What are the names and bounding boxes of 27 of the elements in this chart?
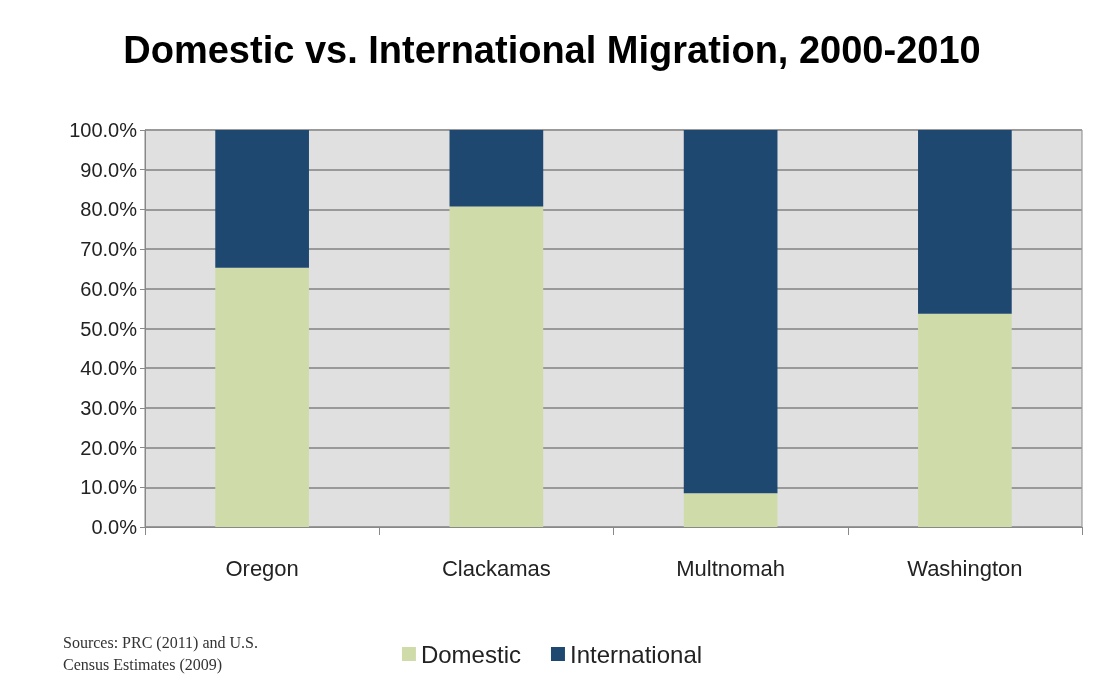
x-tick-label: Washington — [907, 555, 1023, 581]
x-tick-label: Multnomah — [676, 555, 786, 581]
y-tick-label: 80.0% — [80, 198, 138, 221]
chart-title: Domestic vs. International Migration, 2000-2010 — [123, 29, 981, 71]
y-tick-label: 20.0% — [80, 436, 138, 459]
y-tick-label: 70.0% — [80, 238, 138, 261]
bar — [918, 130, 1012, 314]
legend-label: Domestic — [420, 640, 521, 668]
bar — [215, 130, 309, 268]
bar — [918, 313, 1012, 527]
y-tick-label: 10.0% — [80, 476, 138, 499]
bar — [215, 267, 309, 527]
bar — [449, 130, 544, 207]
y-tick-label: 50.0% — [80, 317, 138, 340]
y-tick-label: 0.0% — [91, 516, 138, 538]
x-tick-label: Clackamas — [441, 555, 551, 581]
y-tick-label: 40.0% — [80, 357, 138, 380]
y-tick-label: 60.0% — [80, 277, 138, 300]
bar — [449, 206, 544, 527]
y-tick-label: 30.0% — [80, 396, 138, 419]
bar — [683, 493, 778, 527]
x-tick-label: Oregon — [225, 555, 299, 581]
bar — [683, 130, 778, 494]
y-tick-label: 90.0% — [80, 158, 138, 181]
y-tick-label: 100.0% — [69, 119, 138, 141]
source-note: Sources: PRC (2011) and U.S. Census Estimates (2009) — [63, 633, 262, 674]
legend-label: International — [569, 640, 703, 668]
